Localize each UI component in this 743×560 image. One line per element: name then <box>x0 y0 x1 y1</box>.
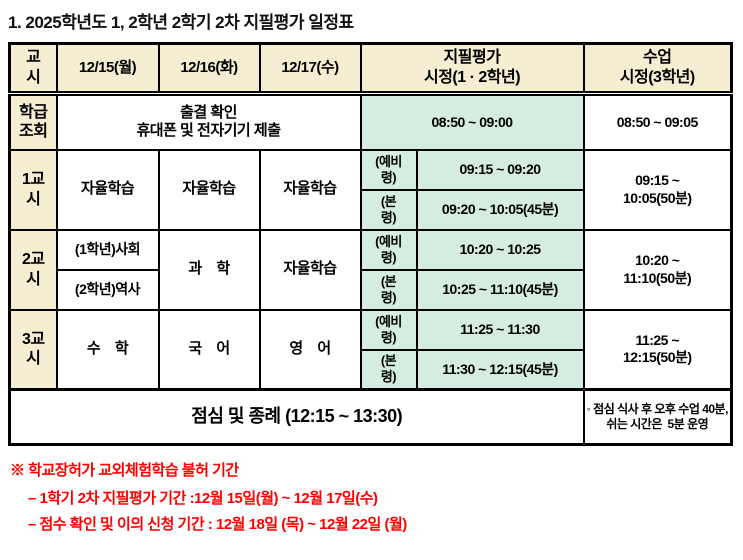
period2-label-cell: 2교 시 <box>8 228 58 311</box>
period2-prebell-label-cell: (예비 령) <box>359 228 418 271</box>
homeroom-class-time-cell: 08:50 ~ 09:05 <box>582 92 733 151</box>
period2-class-time-cell: 10:20 ~ 11:10(50분) <box>582 228 733 311</box>
period1-label-cell: 1교 시 <box>8 148 58 231</box>
period3-day2-cell: 국 어 <box>157 308 261 391</box>
header-class-time-cell: 수업 시정(3학년) <box>582 42 733 96</box>
period1-class-time-cell: 09:15 ~ 10:05(50분) <box>582 148 733 231</box>
period2-day3-cell: 자율학습 <box>258 228 362 311</box>
homeroom-activity-cell: 출결 확인 휴대폰 및 전자기기 제출 <box>55 92 362 151</box>
period2-prebell-time-cell: 10:20 ~ 10:25 <box>415 228 585 271</box>
table-header-row: 교 시 12/15(월) 12/16(화) 12/17(수) 지필평가 시정(1… <box>8 42 733 96</box>
period1-mainbell-label-cell: (본 령) <box>359 188 418 231</box>
period2-mainbell-label-cell: (본 령) <box>359 268 418 311</box>
period3-row-a: 3교 시 수 학 국 어 영 어 (예비 령) 11:25 ~ 11:30 11… <box>8 308 733 391</box>
period1-day3-cell: 자율학습 <box>258 148 362 231</box>
lunch-row: 점심 및 종례 (12:15 ~ 13:30) ◦ 점심 식사 후 오후 수업 … <box>8 388 733 446</box>
period2-day1-grade1-cell: (1학년)사회 <box>55 228 160 271</box>
period3-mainbell-time-cell: 11:30 ~ 12:15(45분) <box>415 348 585 391</box>
period3-label-cell: 3교 시 <box>8 308 58 391</box>
period2-mainbell-time-cell: 10:25 ~ 11:10(45분) <box>415 268 585 311</box>
header-day3-cell: 12/17(수) <box>258 42 362 96</box>
header-day2-cell: 12/16(화) <box>157 42 261 96</box>
period1-day1-cell: 자율학습 <box>55 148 160 231</box>
header-day1-cell: 12/15(월) <box>55 42 160 96</box>
period1-prebell-time-cell: 09:15 ~ 09:20 <box>415 148 585 191</box>
period2-day1-grade2-cell: (2학년)역사 <box>55 268 160 311</box>
footnote-item-exam-period: – 1학기 2차 지필평가 기간 :12월 15일(월) ~ 12월 17일(수… <box>28 490 378 507</box>
period1-row-a: 1교 시 자율학습 자율학습 자율학습 (예비 령) 09:15 ~ 09:20… <box>8 148 733 231</box>
period3-day3-cell: 영 어 <box>258 308 362 391</box>
period1-day2-cell: 자율학습 <box>157 148 261 231</box>
exam-schedule-table: 교 시 12/15(월) 12/16(화) 12/17(수) 지필평가 시정(1… <box>8 42 733 446</box>
period3-row-b: (본 령) 11:30 ~ 12:15(45분) <box>10 348 732 391</box>
homeroom-row: 학급 조회 출결 확인 휴대폰 및 전자기기 제출 08:50 ~ 09:00 … <box>8 92 733 151</box>
period3-mainbell-label-cell: (본 령) <box>359 348 418 391</box>
period1-mainbell-time-cell: 09:20 ~ 10:05(45분) <box>415 188 585 231</box>
period3-prebell-time-cell: 11:25 ~ 11:30 <box>415 308 585 351</box>
page-title: 1. 2025학년도 1, 2학년 2학기 2차 지필평가 일정표 <box>8 13 354 32</box>
period2-row-a: 2교 시 (1학년)사회 과 학 자율학습 (예비 령) 10:20 ~ 10:… <box>8 228 733 311</box>
period3-prebell-label-cell: (예비 령) <box>359 308 418 351</box>
period1-row-b: (본 령) 09:20 ~ 10:05(45분) <box>10 188 732 231</box>
homeroom-exam-time-cell: 08:50 ~ 09:00 <box>359 92 585 151</box>
footnotes-section: ※ 학교장허가 교외체험학습 불허 기간 – 1학기 2차 지필평가 기간 :1… <box>8 459 737 534</box>
period3-class-time-cell: 11:25 ~ 12:15(50분) <box>582 308 733 391</box>
page: 1. 2025학년도 1, 2학년 2학기 2차 지필평가 일정표 교 시 12… <box>8 13 737 534</box>
footnote-heading: ※ 학교장허가 교외체험학습 불허 기간 <box>10 462 239 479</box>
header-period-cell: 교 시 <box>8 42 58 96</box>
header-exam-time-cell: 지필평가 시정(1 · 2학년) <box>359 42 585 96</box>
period2-day2-cell: 과 학 <box>157 228 261 311</box>
lunch-note-cell: ◦ 점심 식사 후 오후 수업 40분, 쉬는 시간은 5분 운영 <box>582 388 733 446</box>
period1-prebell-label-cell: (예비 령) <box>359 148 418 191</box>
lunch-label-cell: 점심 및 종례 (12:15 ~ 13:30) <box>8 388 585 446</box>
footnote-item-review-period: – 점수 확인 및 이의 신청 기간 : 12월 18일 (목) ~ 12월 2… <box>28 516 407 533</box>
period3-day1-cell: 수 학 <box>55 308 160 391</box>
period2-row-b: (2학년)역사 (본 령) 10:25 ~ 11:10(45분) <box>10 268 732 311</box>
homeroom-label-cell: 학급 조회 <box>8 92 58 151</box>
